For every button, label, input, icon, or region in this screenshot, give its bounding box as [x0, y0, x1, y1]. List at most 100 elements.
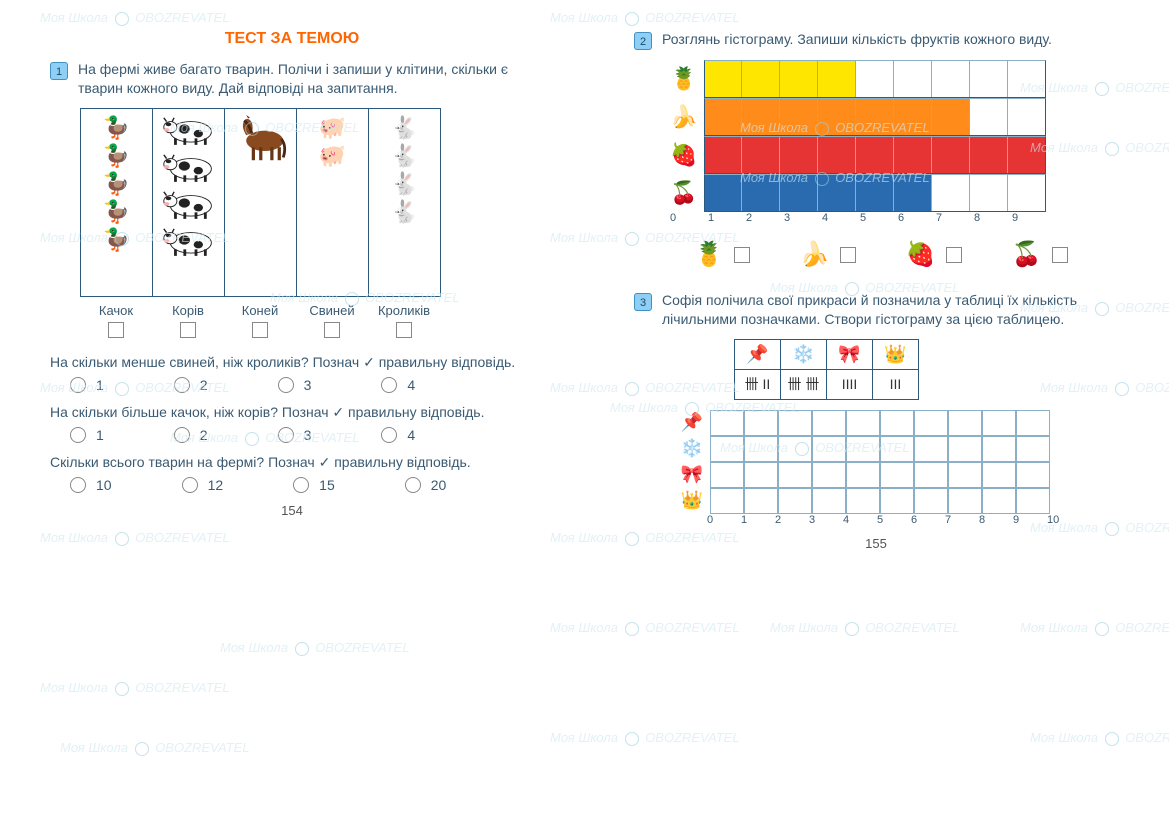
option-label: 1 — [96, 427, 104, 443]
histogram-cell — [704, 174, 742, 211]
empty-hist-cell[interactable] — [948, 436, 982, 462]
empty-hist-cell[interactable] — [710, 488, 744, 514]
histogram-cell — [742, 136, 780, 173]
empty-hist-cell[interactable] — [710, 462, 744, 488]
empty-hist-cell[interactable] — [1016, 488, 1050, 514]
count-input-box[interactable] — [396, 322, 412, 338]
option[interactable]: 2 — [174, 427, 208, 443]
option[interactable]: 3 — [278, 377, 312, 393]
histogram-cell — [894, 60, 932, 97]
empty-hist-cell[interactable] — [914, 462, 948, 488]
radio-icon[interactable] — [293, 477, 309, 493]
radio-icon[interactable] — [381, 377, 397, 393]
empty-hist-cell[interactable] — [846, 436, 880, 462]
radio-icon[interactable] — [278, 377, 294, 393]
option[interactable]: 2 — [174, 377, 208, 393]
farm-animals-table: 🦆🦆🦆🦆🦆 🐖🐖🐇🐇🐇🐇 — [80, 108, 441, 297]
task-number-1: 1 — [50, 62, 68, 80]
empty-hist-cell[interactable] — [778, 488, 812, 514]
option[interactable]: 12 — [182, 477, 224, 493]
option[interactable]: 4 — [381, 377, 415, 393]
option[interactable]: 1 — [70, 377, 104, 393]
radio-icon[interactable] — [70, 477, 86, 493]
empty-hist-cell[interactable] — [880, 462, 914, 488]
task-1: 1 На фермі живе багато тварин. Полічи і … — [50, 60, 534, 98]
radio-icon[interactable] — [278, 427, 294, 443]
empty-hist-cell[interactable] — [914, 436, 948, 462]
option[interactable]: 15 — [293, 477, 335, 493]
empty-hist-cell[interactable] — [778, 462, 812, 488]
empty-hist-cell[interactable] — [846, 462, 880, 488]
watermark: Моя Школа OBOZREVATEL — [60, 740, 250, 756]
empty-hist-cell[interactable] — [846, 488, 880, 514]
fruit-icon: 🍓 — [664, 142, 704, 168]
empty-hist-cell[interactable] — [948, 488, 982, 514]
histogram-cell — [894, 98, 932, 135]
empty-hist-row: 👑 — [674, 488, 1118, 514]
empty-hist-cell[interactable] — [914, 410, 948, 436]
radio-icon[interactable] — [174, 427, 190, 443]
option[interactable]: 1 — [70, 427, 104, 443]
empty-hist-cell[interactable] — [982, 488, 1016, 514]
empty-hist-cell[interactable] — [914, 488, 948, 514]
option[interactable]: 10 — [70, 477, 112, 493]
option[interactable]: 4 — [381, 427, 415, 443]
fruit-count-box[interactable] — [840, 247, 856, 263]
empty-hist-cell[interactable] — [1016, 410, 1050, 436]
empty-hist-cell[interactable] — [710, 410, 744, 436]
empty-hist-cell[interactable] — [1016, 462, 1050, 488]
empty-hist-cell[interactable] — [846, 410, 880, 436]
empty-hist-cell[interactable] — [948, 462, 982, 488]
empty-hist-cell[interactable] — [744, 488, 778, 514]
animal-label: Корів — [152, 303, 224, 318]
option[interactable]: 3 — [278, 427, 312, 443]
empty-hist-cell[interactable] — [812, 488, 846, 514]
radio-icon[interactable] — [182, 477, 198, 493]
option-label: 15 — [319, 477, 335, 493]
histogram-cell — [780, 136, 818, 173]
fruit-icon: 🍓 — [906, 240, 936, 269]
empty-hist-cell[interactable] — [744, 462, 778, 488]
empty-hist-cell[interactable] — [710, 436, 744, 462]
animal-cell: 🐇🐇🐇🐇 — [369, 108, 441, 296]
count-input-box[interactable] — [180, 322, 196, 338]
empty-hist-cell[interactable] — [812, 462, 846, 488]
empty-hist-cell[interactable] — [948, 410, 982, 436]
empty-hist-cell[interactable] — [812, 410, 846, 436]
radio-icon[interactable] — [405, 477, 421, 493]
count-input-box[interactable] — [252, 322, 268, 338]
radio-icon[interactable] — [381, 427, 397, 443]
test-title: ТЕСТ ЗА ТЕМОЮ — [50, 30, 534, 48]
empty-hist-cell[interactable] — [880, 410, 914, 436]
question-3: Скільки всього тварин на фермі? Познач ✓… — [50, 453, 534, 471]
empty-hist-cell[interactable] — [982, 410, 1016, 436]
fruit-icon: 🍍 — [664, 66, 704, 92]
empty-hist-cell[interactable] — [880, 488, 914, 514]
count-input-box[interactable] — [108, 322, 124, 338]
empty-hist-cell[interactable] — [982, 462, 1016, 488]
option[interactable]: 20 — [405, 477, 447, 493]
count-input-box[interactable] — [324, 322, 340, 338]
empty-hist-cell[interactable] — [982, 436, 1016, 462]
animal-icon: 🐇 — [373, 199, 436, 225]
histogram-cell — [742, 60, 780, 97]
histogram-cell — [704, 98, 742, 135]
animal-cell: 🐖🐖 — [297, 108, 369, 296]
empty-hist-cell[interactable] — [812, 436, 846, 462]
empty-hist-cell[interactable] — [778, 436, 812, 462]
radio-icon[interactable] — [174, 377, 190, 393]
axis-tick: 1 — [708, 212, 746, 224]
empty-hist-cell[interactable] — [744, 436, 778, 462]
empty-hist-cell[interactable] — [880, 436, 914, 462]
empty-hist-cell[interactable] — [744, 410, 778, 436]
histogram-cell — [894, 174, 932, 211]
fruit-count-box[interactable] — [946, 247, 962, 263]
axis-tick: 2 — [775, 514, 809, 526]
empty-hist-cell[interactable] — [1016, 436, 1050, 462]
radio-icon[interactable] — [70, 377, 86, 393]
fruit-count-box[interactable] — [1052, 247, 1068, 263]
empty-hist-cell[interactable] — [778, 410, 812, 436]
radio-icon[interactable] — [70, 427, 86, 443]
fruit-count-box[interactable] — [734, 247, 750, 263]
animal-cell: 🦆🦆🦆🦆🦆 — [81, 108, 153, 296]
